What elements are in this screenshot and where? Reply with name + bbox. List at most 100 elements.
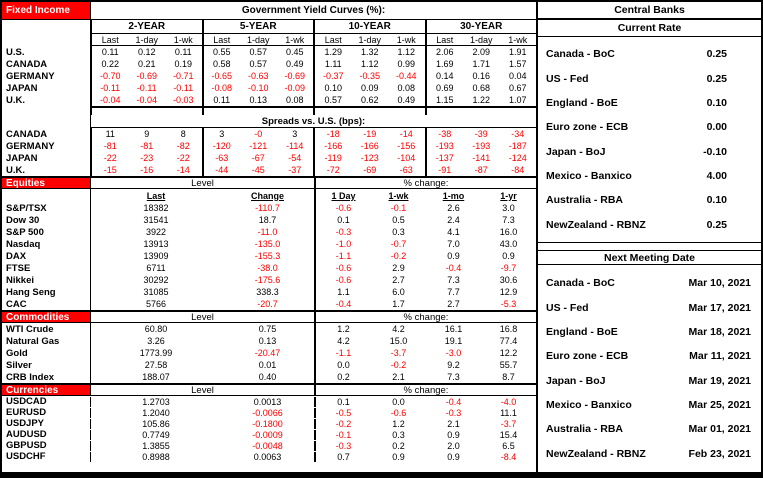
- maturity-group-label: 10-YEAR: [348, 21, 391, 32]
- pct-value: 2.7: [447, 299, 460, 309]
- yield-value: 1.29: [324, 47, 343, 57]
- currencies-row: EURUSD 1.2040 -0.0066 -0.5 -0.6 -0.3 11.1: [2, 407, 536, 418]
- pct-value: 7.3: [447, 372, 460, 382]
- pct-value: 2.0: [447, 440, 460, 451]
- current-rate-header: Current Rate: [538, 20, 761, 37]
- pct-value: 4.1: [447, 227, 460, 237]
- meeting-date: Mar 18, 2021: [688, 325, 751, 338]
- yield-value: 1.22: [472, 95, 491, 105]
- yield-value: 2.06: [435, 47, 454, 57]
- yield-value: -0.11: [173, 83, 194, 93]
- yield-row: U.K. -0.04 -0.04 -0.03 0.11 0.13 0.08 0.57 0.62 0…: [2, 94, 536, 106]
- panel-gap: [538, 243, 761, 250]
- yield-curves-title: Government Yield Curves (%):: [90, 2, 536, 19]
- rate-value: 0.25: [706, 48, 727, 61]
- last-value: 60.80: [144, 324, 168, 334]
- col-header-pct: 1 Day: [331, 190, 356, 201]
- spread-value: -82: [176, 141, 190, 151]
- row-label: Nasdaq: [6, 238, 41, 250]
- last-value: 0.7749: [142, 429, 170, 440]
- currencies-row: USDJPY 105.86 -0.1800 -0.2 1.2 2.1 -3.7: [2, 418, 536, 429]
- yield-value: -0.37: [322, 71, 344, 81]
- change-value: -155.3: [254, 251, 281, 261]
- last-value: 18382: [143, 203, 169, 213]
- bank-name: NewZealand - RBNZ: [546, 447, 646, 460]
- spread-value: -119: [324, 153, 342, 163]
- commodities-row: WTI Crude 60.80 0.75 1.2 4.2 16.1 16.8: [2, 323, 536, 335]
- yield-value: 0.55: [212, 47, 231, 57]
- bank-name: Japan - BoJ: [546, 145, 606, 158]
- pct-value: -0.4: [335, 299, 352, 309]
- maturity-group: 0.57 0.62 0.49: [313, 94, 425, 106]
- pct-value: -0.3: [335, 440, 352, 451]
- equities-row: Nikkei 30292 -175.6 -0.6 2.7 7.3 30.6: [2, 274, 536, 286]
- row-label: WTI Crude: [6, 323, 54, 335]
- spread-value: -120: [212, 141, 231, 151]
- row-label: Silver: [6, 359, 32, 371]
- maturity-group: 0.69 0.68 0.67: [424, 82, 537, 94]
- pct-value: -0.2: [335, 418, 352, 429]
- yield-value: -0.09: [284, 83, 305, 93]
- pct-value: -9.7: [500, 263, 517, 273]
- yield-value: 0.49: [397, 95, 416, 105]
- level-header: Level: [90, 178, 314, 189]
- change-value: -20.47: [254, 348, 281, 358]
- pct-change-header: % change:: [314, 178, 536, 189]
- yield-value: -0.35: [359, 71, 380, 81]
- yield-value: 0.58: [212, 59, 231, 69]
- yield-value: 1.32: [360, 47, 379, 57]
- yield-value: 0.69: [435, 83, 454, 93]
- spread-value: -14: [176, 165, 190, 175]
- maturity-group: -137 -141 -124: [424, 152, 537, 164]
- spread-value: -193: [435, 141, 454, 151]
- spread-value: -37: [288, 165, 302, 175]
- yield-value: -0.69: [284, 71, 305, 81]
- pct-value: 55.7: [499, 360, 518, 370]
- spread-value: -67: [251, 153, 265, 163]
- yield-spreads-divider: [2, 106, 536, 115]
- rate-row: Mexico - Banxico 4.00: [538, 164, 761, 188]
- spacer-cell: [2, 115, 90, 128]
- pct-value: -0.3: [335, 227, 352, 237]
- yield-value: -0.08: [211, 83, 232, 93]
- pct-value: 19.1: [444, 336, 463, 346]
- spread-value: -141: [472, 153, 491, 163]
- rate-value: 0.10: [706, 96, 727, 109]
- spread-value: -38: [438, 129, 452, 139]
- spread-value: 9: [144, 129, 150, 139]
- spreads-title: Spreads vs. U.S. (bps):: [90, 115, 536, 128]
- maturity-group: -119 -123 -104: [313, 152, 425, 164]
- spread-value: -123: [360, 153, 379, 163]
- pct-value: 16.1: [444, 324, 463, 334]
- maturity-group: 5-YEAR: [201, 20, 314, 33]
- bank-name: US - Fed: [546, 72, 589, 85]
- change-value: 0.0063: [253, 451, 282, 462]
- yield-col-header: Last: [436, 34, 454, 45]
- commodities-row: Silver 27.58 0.01 0.0 -0.2 9.2 55.7: [2, 359, 536, 371]
- last-value: 1.2703: [142, 396, 170, 407]
- maturity-group: -0.70 -0.69 -0.71: [90, 70, 202, 82]
- pct-value: 2.9: [392, 263, 405, 273]
- spread-value: -104: [397, 153, 416, 163]
- pct-value: -0.4: [445, 396, 462, 407]
- change-value: -175.6: [254, 275, 281, 285]
- row-label: Natural Gas: [6, 335, 60, 347]
- yield-value: 0.67: [508, 83, 527, 93]
- yield-value: -0.03: [172, 95, 194, 105]
- bank-name: Euro zone - ECB: [546, 350, 629, 363]
- maturity-group: Last 1-day 1-wk: [424, 34, 537, 45]
- pct-value: 2.4: [447, 215, 460, 225]
- spread-value: -72: [326, 165, 340, 175]
- meeting-row: Mexico - Banxico Mar 25, 2021: [538, 393, 761, 417]
- level-header: Level: [90, 385, 314, 396]
- pct-change-header: % change:: [314, 312, 536, 323]
- pct-value: 7.7: [447, 287, 460, 297]
- section-label-currencies: Currencies: [2, 385, 90, 396]
- yield-col-header: 1-day: [358, 34, 381, 45]
- yield-value: 0.68: [472, 83, 491, 93]
- maturity-group: -193 -193 -187: [424, 140, 537, 152]
- row-label: JAPAN: [6, 82, 38, 94]
- pct-value: 1.7: [392, 299, 405, 309]
- equities-row: Dow 30 31541 18.7 0.1 0.5 2.4 7.3: [2, 214, 536, 226]
- pct-value: 1.1: [337, 287, 350, 297]
